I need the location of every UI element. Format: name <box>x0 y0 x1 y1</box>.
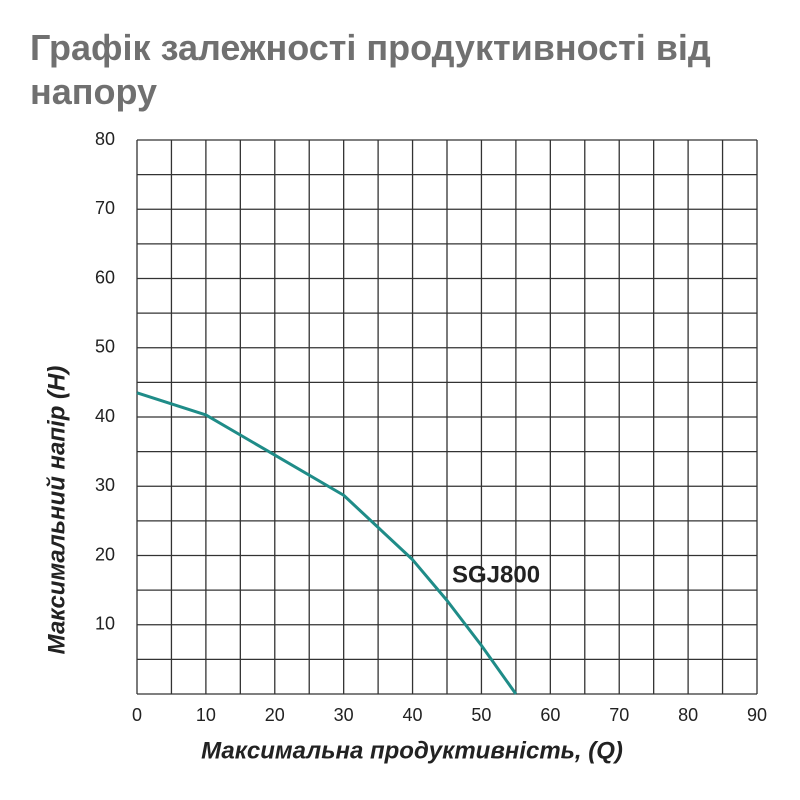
chart-title: напору <box>30 71 157 112</box>
y-tick-label: 20 <box>95 544 115 564</box>
x-tick-label: 60 <box>540 705 560 725</box>
line <box>136 391 518 695</box>
y-tick-label: 40 <box>95 406 115 426</box>
y-tick-label: 50 <box>95 337 115 357</box>
y-tick-label: 80 <box>95 129 115 149</box>
x-tick-label: 20 <box>265 705 285 725</box>
x-tick-label: 40 <box>403 705 423 725</box>
chart-title: Графік залежності продуктивності від <box>30 27 711 68</box>
x-tick-label: 10 <box>196 705 216 725</box>
x-tick-label: 0 <box>132 705 142 725</box>
x-tick-label: 30 <box>334 705 354 725</box>
y-tick-label: 70 <box>95 198 115 218</box>
x-tick-label: 90 <box>747 705 767 725</box>
x-tick-label: 80 <box>678 705 698 725</box>
y-axis-label: Максимальний напір (Н) <box>43 366 70 655</box>
x-tick-label: 70 <box>609 705 629 725</box>
x-tick-label: 50 <box>471 705 491 725</box>
y-tick-label: 60 <box>95 267 115 287</box>
series-label: SGJ800 <box>452 561 540 588</box>
y-tick-label: 30 <box>95 475 115 495</box>
x-axis-label: Максимальна продуктивність, (Q) <box>201 737 623 764</box>
y-tick-label: 10 <box>95 614 115 634</box>
